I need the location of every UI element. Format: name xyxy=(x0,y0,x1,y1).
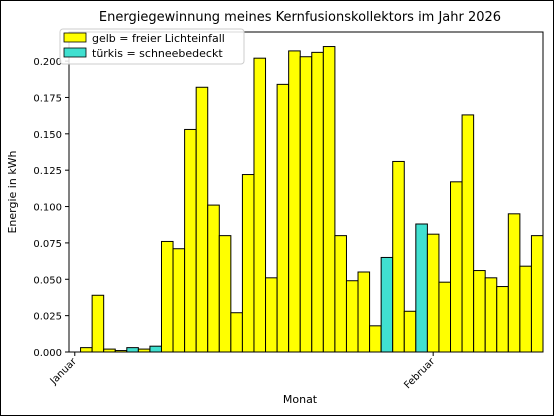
y-tick-label-0: 0.000 xyxy=(33,348,62,359)
bar-22 xyxy=(322,46,336,353)
bars-group xyxy=(80,46,544,353)
legend-swatch-sunny xyxy=(63,32,87,43)
bar-2 xyxy=(91,294,105,353)
bar-21 xyxy=(311,51,324,353)
bar-38 xyxy=(507,213,521,353)
bar-15 xyxy=(241,174,255,353)
y-axis: 0.000 0.025 0.050 0.075 0.100 0.125 0.150 0.175… xyxy=(33,57,69,359)
chart-title: Energiegewinnung meines Kernfusionskolle… xyxy=(99,10,501,25)
bar-5 xyxy=(126,347,139,353)
y-axis-label: Energie in kWh xyxy=(6,150,19,233)
bar-18 xyxy=(276,83,290,353)
bar-20 xyxy=(299,56,313,353)
bar-13 xyxy=(218,235,232,353)
y-tick-label-3: 0.075 xyxy=(33,239,62,250)
bar-28 xyxy=(392,160,405,353)
bar-17 xyxy=(265,277,278,353)
bar-7 xyxy=(149,345,162,353)
bar-19 xyxy=(288,50,301,353)
bar-14 xyxy=(230,312,243,353)
bar-12 xyxy=(207,204,220,353)
y-tick-label-2: 0.050 xyxy=(33,275,62,286)
bar-37 xyxy=(496,286,509,353)
bar-10 xyxy=(184,128,197,353)
bar-32 xyxy=(438,281,452,353)
x-tick-label-1: Februar xyxy=(402,356,438,392)
bar-36 xyxy=(484,277,498,353)
x-axis-label: Monat xyxy=(283,393,318,406)
y-tick-label-4: 0.100 xyxy=(33,203,62,214)
bar-35 xyxy=(473,270,486,353)
y-tick-label-6: 0.150 xyxy=(33,130,62,141)
plot-area xyxy=(68,31,544,353)
bar-30 xyxy=(415,223,428,353)
legend-box xyxy=(59,28,245,65)
bar-40 xyxy=(530,235,544,353)
bar-8 xyxy=(160,240,174,353)
bar-11 xyxy=(195,86,209,353)
bar-25 xyxy=(357,271,371,353)
y-tick-label-7: 0.175 xyxy=(33,93,62,104)
bar-33 xyxy=(450,181,463,353)
y-tick-label-1: 0.025 xyxy=(33,312,62,323)
legend-label-snow: türkis = schneebedeckt xyxy=(92,47,223,60)
y-tick-label-8: 0.200 xyxy=(33,57,62,68)
bar-24 xyxy=(345,280,359,353)
legend-label-sunny: gelb = freier Lichteinfall xyxy=(92,32,225,45)
bar-27 xyxy=(380,256,394,353)
bar-29 xyxy=(403,310,417,353)
bar-16 xyxy=(253,57,267,353)
bar-39 xyxy=(519,265,532,353)
legend-swatch-snow xyxy=(63,47,87,58)
bar-1 xyxy=(80,347,93,353)
bar-9 xyxy=(172,248,186,353)
x-tick-label-0: Januar xyxy=(48,356,80,388)
bar-31 xyxy=(426,233,440,353)
bar-23 xyxy=(334,235,347,353)
x-axis: Januar Februar xyxy=(48,352,438,391)
bar-26 xyxy=(369,325,382,353)
legend: gelb = freier Lichteinfall türkis = schn… xyxy=(59,28,245,65)
bar-34 xyxy=(461,114,475,353)
y-tick-label-5: 0.125 xyxy=(33,166,62,177)
